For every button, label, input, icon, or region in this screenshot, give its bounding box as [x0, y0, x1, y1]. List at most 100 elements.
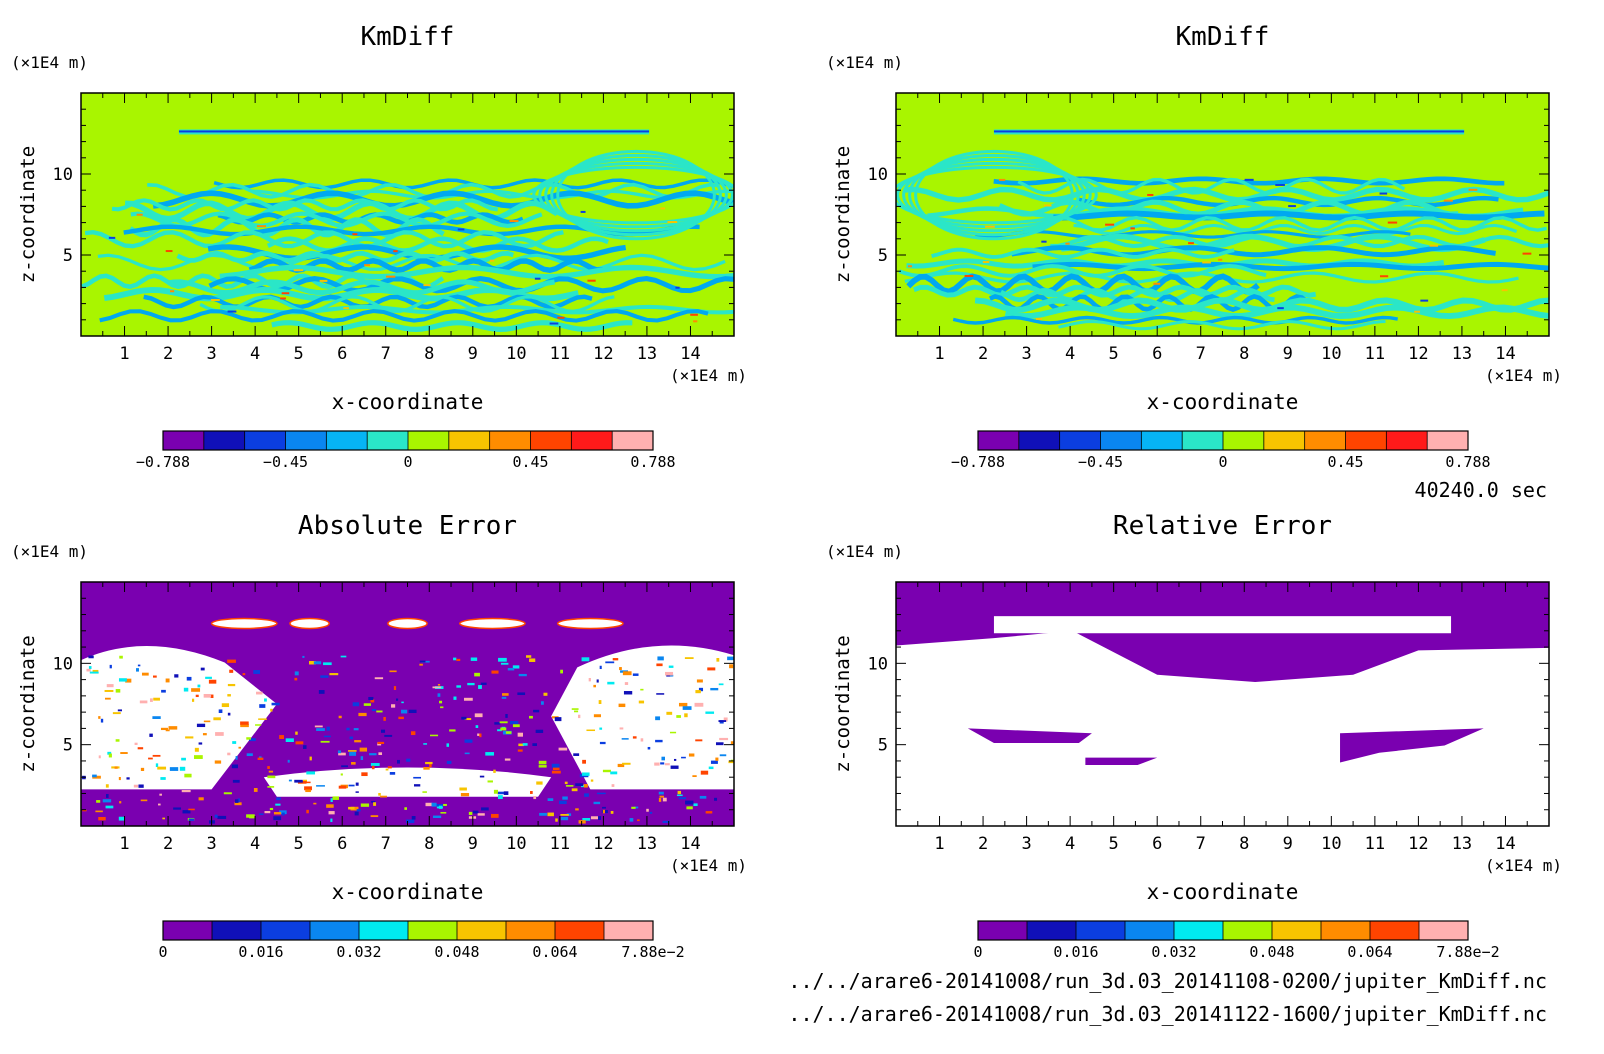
- error-speckle: [440, 706, 444, 709]
- error-speckle: [487, 780, 493, 783]
- error-speckle: [698, 687, 704, 692]
- error-speckle: [279, 810, 287, 815]
- error-speckle: [378, 792, 381, 796]
- error-speckle: [227, 694, 231, 697]
- error-speckle: [215, 732, 224, 736]
- error-speckle: [505, 714, 508, 718]
- colorbar-swatch: [326, 431, 368, 450]
- x-tick-label: 11: [550, 344, 570, 364]
- error-speckle: [666, 711, 673, 715]
- colorbar-tick-label: 0.45: [1327, 453, 1363, 471]
- error-speckle: [378, 752, 383, 756]
- field-highlight: [1501, 289, 1508, 292]
- field-highlight: [489, 259, 495, 262]
- error-speckle: [429, 734, 439, 737]
- error-speckle: [246, 753, 253, 757]
- error-speckle: [159, 793, 162, 796]
- error-speckle: [340, 773, 343, 776]
- error-speckle: [326, 726, 330, 731]
- field-highlight: [136, 213, 143, 216]
- error-speckle: [662, 820, 670, 824]
- colorbar-swatch: [310, 921, 360, 940]
- error-speckle: [479, 775, 485, 778]
- error-speckle: [203, 693, 212, 698]
- error-speckle: [354, 811, 359, 816]
- field-wave-band: [904, 271, 1519, 284]
- error-speckle: [708, 766, 714, 770]
- error-speckle: [119, 655, 123, 659]
- colorbar-swatch: [367, 431, 409, 450]
- colorbar-swatch: [604, 921, 654, 940]
- error-speckle: [198, 742, 203, 745]
- error-speckle: [242, 673, 246, 676]
- field-highlight: [667, 221, 678, 224]
- error-speckle: [461, 716, 467, 720]
- colorbar-tick-label: 0.016: [238, 943, 283, 961]
- field-arc: [532, 165, 734, 225]
- error-speckle: [536, 781, 543, 785]
- field-wave-band: [84, 229, 564, 249]
- error-speckle: [637, 819, 640, 822]
- error-speckle: [640, 738, 644, 742]
- error-speckle: [504, 758, 511, 761]
- error-top-blob: [458, 617, 526, 630]
- error-speckle: [214, 760, 222, 764]
- error-speckle: [688, 753, 695, 757]
- error-speckle: [384, 734, 393, 737]
- colorbar-tick-label: 0.064: [1347, 943, 1392, 961]
- error-top-blob: [210, 617, 278, 630]
- error-speckle: [552, 766, 560, 771]
- error-speckle: [389, 772, 396, 775]
- error-speckle: [227, 712, 231, 716]
- error-speckle: [294, 677, 298, 681]
- field-highlight: [1218, 258, 1223, 261]
- error-speckle: [665, 671, 674, 676]
- colorbar-swatch: [1182, 431, 1224, 450]
- error-speckle: [435, 803, 444, 807]
- error-speckle: [662, 797, 667, 802]
- error-speckle: [126, 777, 130, 780]
- error-speckle: [491, 670, 499, 674]
- relerr-purple-mid-left: [967, 728, 1092, 744]
- error-speckle: [540, 701, 544, 705]
- field-wave-band: [97, 253, 726, 272]
- error-speckle: [355, 782, 359, 786]
- error-speckle: [353, 728, 359, 731]
- error-speckle: [338, 752, 346, 756]
- field-highlight: [580, 210, 586, 213]
- error-speckle: [186, 676, 192, 681]
- error-speckle: [610, 810, 614, 814]
- error-speckle: [306, 771, 316, 775]
- error-speckle: [464, 739, 473, 743]
- error-speckle: [431, 802, 437, 807]
- x-tick-label: 14: [1495, 834, 1515, 854]
- error-speckle: [285, 738, 294, 742]
- error-speckle: [149, 733, 153, 737]
- error-speckle: [468, 811, 473, 815]
- x-tick-label: 12: [1408, 344, 1428, 364]
- error-speckle: [161, 689, 166, 693]
- field-highlight: [457, 228, 465, 231]
- colorbar-tick-label: 0.032: [336, 943, 381, 961]
- error-speckle: [348, 784, 355, 787]
- error-speckle: [376, 710, 383, 713]
- field-wave-band: [906, 258, 1445, 269]
- error-speckle: [723, 717, 728, 722]
- error-speckle: [578, 714, 581, 719]
- error-speckle: [507, 667, 515, 671]
- error-speckle: [581, 657, 590, 662]
- field-highlight: [999, 178, 1006, 181]
- error-speckle: [494, 722, 501, 725]
- error-speckle: [555, 818, 558, 822]
- colorbar-tick-label: 0: [1218, 453, 1227, 471]
- error-speckle: [181, 790, 191, 793]
- error-speckle: [623, 691, 633, 695]
- error-speckle: [497, 791, 506, 795]
- relerr-white-band: [993, 616, 1452, 634]
- error-speckle: [341, 765, 349, 768]
- error-speckle: [573, 753, 580, 756]
- colorbar-swatch: [1304, 431, 1346, 450]
- plot-area: [896, 93, 1549, 336]
- error-speckle: [140, 767, 145, 771]
- colorbar-tick-label: −0.788: [136, 453, 190, 471]
